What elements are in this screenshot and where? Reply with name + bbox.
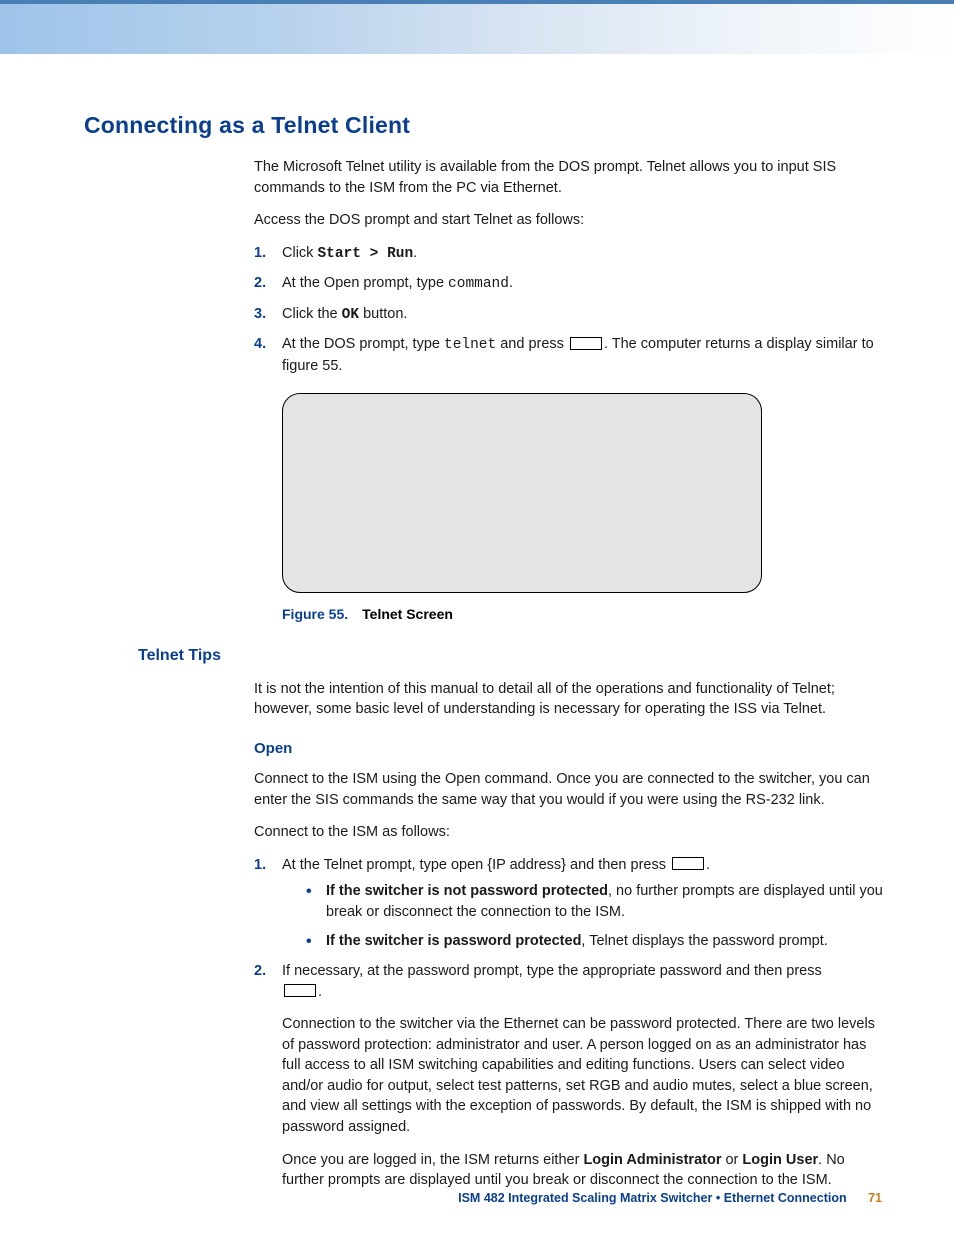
intro-paragraph-2: Access the DOS prompt and start Telnet a… [254, 210, 884, 231]
step-2: 2. If necessary, at the password prompt,… [254, 961, 884, 1191]
step-text: Click the [282, 306, 342, 322]
footer-title: ISM 482 Integrated Scaling Matrix Switch… [458, 1191, 846, 1205]
intro-paragraph-1: The Microsoft Telnet utility is availabl… [254, 157, 884, 198]
code-text: telnet [444, 337, 496, 353]
step-number: 1. [254, 243, 266, 264]
step-number: 3. [254, 304, 266, 325]
step-3: 3. Click the OK button. [254, 304, 884, 326]
step-text: and press [496, 336, 568, 352]
section-telnet-tips: Telnet Tips [138, 647, 884, 665]
code-text: Start > Run [317, 246, 413, 262]
code-text: command [448, 276, 509, 292]
step-text: . [413, 245, 417, 261]
step-number: 2. [254, 273, 266, 294]
open-paragraph-2: Connect to the ISM as follows: [254, 822, 884, 843]
figure-55-placeholder [282, 393, 762, 593]
step-number: 4. [254, 334, 266, 355]
step-text: If necessary, at the password prompt, ty… [282, 963, 822, 979]
steps-list-1: 1. Click Start > Run. 2. At the Open pro… [254, 243, 884, 377]
enter-key-icon [672, 857, 704, 870]
open-paragraph-1: Connect to the ISM using the Open comman… [254, 769, 884, 810]
page-content: Connecting as a Telnet Client The Micros… [0, 56, 954, 1191]
bold-text: If the switcher is password protected [326, 933, 581, 949]
step-text: Click [282, 245, 317, 261]
step-text: . [318, 984, 322, 1000]
text: or [721, 1152, 742, 1168]
step-1: 1. Click Start > Run. [254, 243, 884, 265]
bold-text: If the switcher is not password protecte… [326, 883, 608, 899]
intro-block: The Microsoft Telnet utility is availabl… [254, 157, 884, 625]
step-number: 2. [254, 961, 266, 982]
step-1: 1. At the Telnet prompt, type open {IP a… [254, 855, 884, 952]
bullet-text: , Telnet displays the password prompt. [581, 933, 827, 949]
enter-key-icon [570, 337, 602, 350]
step-text: At the DOS prompt, type [282, 336, 444, 352]
enter-key-icon [284, 984, 316, 997]
bold-text: Login Administrator [583, 1152, 721, 1168]
page-footer: ISM 482 Integrated Scaling Matrix Switch… [458, 1191, 882, 1205]
step-4: 4. At the DOS prompt, type telnet and pr… [254, 334, 884, 376]
page-title: Connecting as a Telnet Client [84, 112, 884, 139]
bold-text: Login User [742, 1152, 818, 1168]
bullet-list: If the switcher is not password protecte… [282, 881, 884, 952]
bullet-1: If the switcher is not password protecte… [282, 881, 884, 922]
login-result-paragraph: Once you are logged in, the ISM returns … [282, 1150, 884, 1191]
code-text: OK [342, 307, 359, 323]
step-number: 1. [254, 855, 266, 876]
text: Once you are logged in, the ISM returns … [282, 1152, 583, 1168]
page-number: 71 [868, 1191, 882, 1205]
figure-caption: Figure 55. Telnet Screen [282, 605, 884, 625]
subsection-open: Open [254, 738, 884, 759]
step-text: . [706, 857, 710, 873]
step-text: At the Telnet prompt, type open {IP addr… [282, 857, 670, 873]
password-protection-paragraph: Connection to the switcher via the Ether… [282, 1014, 884, 1137]
bullet-2: If the switcher is password protected, T… [282, 931, 884, 952]
step-2: 2. At the Open prompt, type command. [254, 273, 884, 295]
header-gradient-strip [0, 0, 954, 56]
figure-number: Figure 55. [282, 606, 348, 622]
step-text: At the Open prompt, type [282, 275, 448, 291]
tips-block: It is not the intention of this manual t… [254, 679, 884, 1191]
figure-title: Telnet Screen [362, 606, 453, 622]
step-text: . [509, 275, 513, 291]
steps-list-2: 1. At the Telnet prompt, type open {IP a… [254, 855, 884, 1191]
tips-paragraph: It is not the intention of this manual t… [254, 679, 884, 720]
step-text: button. [359, 306, 407, 322]
